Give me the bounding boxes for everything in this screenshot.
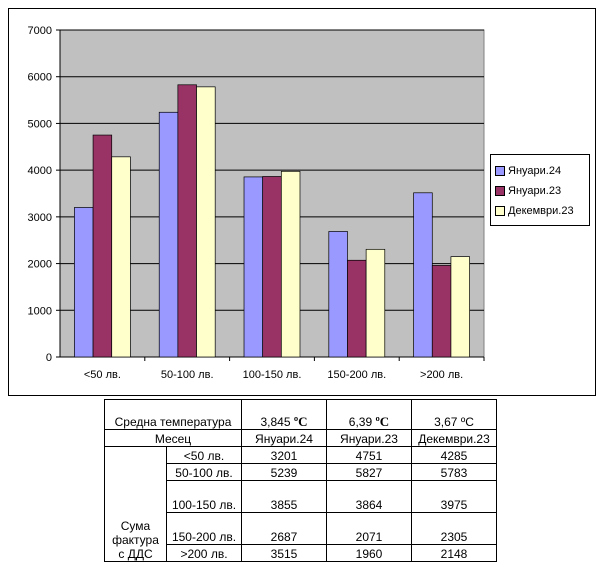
- bar: [280, 170, 301, 358]
- x-tick-label: <50 лв.: [84, 369, 121, 381]
- legend-label: Януари.24: [508, 165, 562, 177]
- y-tick-label: 3000: [28, 212, 52, 224]
- y-tick-label: 2000: [28, 259, 52, 271]
- legend-item: Януари.24: [495, 161, 589, 181]
- bar: [365, 248, 386, 358]
- range-label: 100-150 лв.: [166, 480, 242, 513]
- sum-label: Сума фактура с ДДС: [104, 446, 167, 562]
- value-cell: 2305: [411, 512, 497, 545]
- y-tick-label: 1000: [28, 305, 52, 317]
- bar-chart: 0 1000 2000 3000 4000 5000 6000 7000 <50 лв. 50-1…: [28, 25, 485, 381]
- x-tick-label: 150-200 лв.: [327, 369, 386, 381]
- legend-swatch: [495, 166, 505, 176]
- month-header: Януари.24: [241, 429, 327, 447]
- x-tick-label: >200 лв.: [420, 369, 463, 381]
- month-row: Месец Януари.24 Януари.23 Декември.23: [104, 429, 497, 447]
- value-cell: 3515: [241, 544, 327, 562]
- range-label: 50-100 лв.: [166, 463, 242, 481]
- value-cell: 3975: [411, 480, 497, 513]
- legend-item: Януари.23: [495, 181, 589, 201]
- legend-swatch: [495, 186, 505, 196]
- range-label: 150-200 лв.: [166, 512, 242, 545]
- value-cell: 3864: [326, 480, 412, 513]
- month-header: Декември.23: [411, 429, 497, 447]
- x-tick-label: 100-150 лв.: [243, 369, 302, 381]
- y-tick-label: 7000: [28, 25, 52, 37]
- value-cell: 4285: [411, 446, 497, 464]
- legend-label: Декември.23: [508, 205, 574, 217]
- legend-label: Януари.23: [508, 185, 562, 197]
- table-row: 100-150 лв. 3855 3864 3975: [105, 480, 497, 513]
- bar: [177, 84, 197, 358]
- value-cell: 2071: [326, 512, 412, 545]
- y-tick-label: 6000: [28, 72, 52, 84]
- bar: [413, 192, 433, 358]
- y-tick-label: 0: [46, 352, 52, 364]
- value-cell: 1960: [326, 544, 412, 562]
- month-label: Месец: [104, 429, 242, 447]
- y-tick-label: 4000: [28, 165, 52, 177]
- temperature-cell: 6,39 ºC: [326, 399, 412, 430]
- temperature-cell: 3,845 ºC: [241, 399, 327, 430]
- bar: [74, 207, 94, 358]
- bar: [196, 86, 216, 358]
- bar: [262, 176, 282, 358]
- bar: [328, 231, 348, 358]
- value-cell: 2148: [411, 544, 497, 562]
- value-cell: 3201: [241, 446, 327, 464]
- y-tick-label: 5000: [28, 118, 52, 130]
- range-label: <50 лв.: [166, 446, 242, 464]
- chart-legend: Януари.24 Януари.23 Декември.23: [490, 154, 590, 226]
- temperature-cell: 3,67 ºC: [411, 399, 497, 430]
- table-row: >200 лв. 3515 1960 2148: [105, 544, 497, 562]
- bar: [450, 256, 470, 358]
- legend-swatch: [495, 206, 505, 216]
- bar: [347, 259, 367, 358]
- value-cell: 2687: [241, 512, 327, 545]
- temperature-label: Средна температура: [104, 399, 242, 430]
- value-cell: 5783: [411, 463, 497, 481]
- temperature-row: Средна температура 3,845 ºC 6,39 ºC 3,67…: [104, 399, 497, 430]
- bar: [243, 176, 264, 358]
- bar: [158, 111, 179, 358]
- data-table: Средна температура 3,845 ºC 6,39 ºC 3,67…: [104, 399, 497, 562]
- x-tick-label: 50-100 лв.: [161, 369, 214, 381]
- table-body: Сума фактура с ДДС <50 лв. 3201 4751 4285 50-…: [104, 446, 497, 562]
- range-label: >200 лв.: [166, 544, 242, 562]
- value-cell: 3855: [241, 480, 327, 513]
- value-cell: 4751: [326, 446, 412, 464]
- bar: [431, 265, 452, 358]
- table-row: 150-200 лв. 2687 2071 2305: [105, 512, 497, 545]
- bar: [92, 134, 113, 358]
- value-cell: 5239: [241, 463, 327, 481]
- legend-item: Декември.23: [495, 201, 589, 221]
- bar: [111, 156, 131, 358]
- value-cell: 5827: [326, 463, 412, 481]
- table-row: Сума фактура с ДДС <50 лв. 3201 4751 4285: [104, 446, 497, 562]
- table-row: 50-100 лв. 5239 5827 5783: [105, 463, 497, 481]
- month-header: Януари.23: [326, 429, 412, 447]
